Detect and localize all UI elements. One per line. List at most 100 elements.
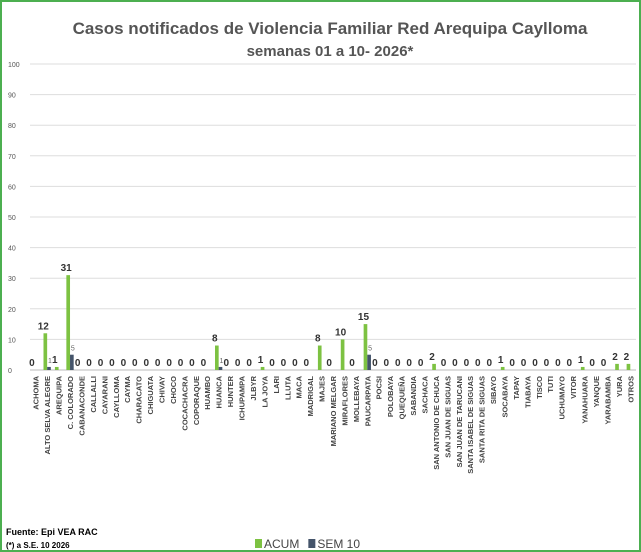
y-tick-label: 100 bbox=[8, 62, 20, 69]
x-tick-label: CHOCO bbox=[169, 376, 178, 404]
x-tick-label: ALTO SELVA ALEGRE bbox=[43, 376, 52, 454]
x-tick-label: VITOR bbox=[569, 375, 578, 398]
legend-swatch bbox=[255, 539, 262, 548]
data-label: 2 bbox=[624, 352, 630, 363]
x-tick-label: UCHUMAYO bbox=[558, 376, 567, 420]
x-tick-label: PAUCARPATA bbox=[363, 375, 372, 426]
data-label: 0 bbox=[201, 358, 207, 369]
y-tick-label: 90 bbox=[8, 93, 16, 100]
data-label: 0 bbox=[326, 358, 332, 369]
x-tick-label: MARIANO MELGAR bbox=[329, 375, 338, 446]
x-tick-label: YARABAMBA bbox=[603, 375, 612, 424]
x-tick-label: ICHUPAMPA bbox=[238, 375, 247, 420]
x-tick-label: SAN JUAN DE SIGUAS bbox=[443, 376, 452, 458]
data-label: 0 bbox=[98, 358, 104, 369]
x-tick-label: CALLALLI bbox=[89, 376, 98, 413]
data-label: 0 bbox=[441, 358, 447, 369]
bar bbox=[615, 363, 619, 370]
x-tick-label: SACHACA bbox=[420, 375, 429, 413]
data-label: 0 bbox=[544, 358, 550, 369]
x-tick-label: MOLLEBAYA bbox=[352, 375, 361, 422]
legend-label: SEM 10 bbox=[317, 537, 360, 551]
y-tick-label: 70 bbox=[8, 154, 16, 161]
data-label: 2 bbox=[429, 352, 435, 363]
x-tick-label: SAN ANTONIO DE CHUCA bbox=[432, 375, 441, 469]
x-tick-label: POCSI bbox=[375, 376, 384, 399]
x-tick-label: YANQUE bbox=[592, 376, 601, 407]
x-tick-label: HUANCA bbox=[215, 375, 224, 408]
x-tick-label: AREQUIPA bbox=[55, 375, 64, 415]
data-label: 0 bbox=[555, 358, 561, 369]
data-label: 0 bbox=[86, 358, 92, 369]
bar bbox=[317, 345, 322, 370]
bar bbox=[340, 339, 345, 370]
bar bbox=[66, 275, 71, 370]
bar bbox=[626, 363, 631, 370]
data-label: 8 bbox=[212, 334, 218, 345]
chart-title: Casos notificados de Violencia Familiar … bbox=[73, 19, 588, 38]
data-label: 0 bbox=[372, 358, 378, 369]
data-label: 0 bbox=[75, 358, 81, 369]
x-tick-label: MADRIGAL bbox=[306, 376, 315, 417]
data-label: 0 bbox=[166, 358, 172, 369]
y-tick-label: 30 bbox=[8, 276, 16, 283]
bar bbox=[43, 333, 48, 370]
data-label: 1 bbox=[578, 355, 584, 366]
y-tick-label: 40 bbox=[8, 246, 16, 253]
data-label: 0 bbox=[121, 358, 127, 369]
data-label: 0 bbox=[418, 358, 424, 369]
x-tick-label: CAYLLOMA bbox=[112, 375, 121, 417]
x-tick-label: COPORAQUE bbox=[192, 376, 201, 425]
chart-subtitle: semanas 01 a 10- 2026* bbox=[247, 43, 414, 60]
x-tick-label: OTROS bbox=[626, 376, 635, 403]
x-tick-label: CAYARANI bbox=[100, 376, 109, 414]
x-tick-label: CHIGUATA bbox=[146, 375, 155, 414]
data-label: 0 bbox=[29, 358, 35, 369]
data-label: 10 bbox=[335, 327, 347, 338]
data-label: 0 bbox=[395, 358, 401, 369]
x-tick-label: MIRAFLORES bbox=[340, 376, 349, 426]
data-label: 0 bbox=[521, 358, 527, 369]
data-label: 0 bbox=[155, 358, 161, 369]
bar bbox=[47, 366, 51, 370]
data-label: 0 bbox=[109, 358, 115, 369]
data-label: 0 bbox=[178, 358, 184, 369]
y-tick-label: 0 bbox=[8, 368, 12, 375]
data-label: 1 bbox=[220, 358, 224, 365]
bar bbox=[580, 366, 585, 370]
data-label: 0 bbox=[384, 358, 390, 369]
data-label: 0 bbox=[246, 358, 252, 369]
x-tick-label: CAYMA bbox=[123, 375, 132, 402]
bar bbox=[367, 354, 371, 370]
data-label: 0 bbox=[281, 358, 287, 369]
bar bbox=[500, 366, 505, 370]
x-tick-label: SABANDIA bbox=[409, 375, 418, 415]
note: (*) a S.E. 10 2026 bbox=[6, 541, 70, 550]
data-label: 12 bbox=[38, 321, 50, 332]
x-tick-label: SIBAYO bbox=[489, 376, 498, 404]
x-tick-label: TISCO bbox=[535, 376, 544, 399]
x-tick-label: SANTA RITA DE SIGUAS bbox=[478, 376, 487, 463]
bar bbox=[215, 345, 219, 370]
x-tick-label: LARI bbox=[272, 376, 281, 394]
data-label: 0 bbox=[406, 358, 412, 369]
x-tick-label: TIABAYA bbox=[523, 375, 532, 408]
x-tick-label: HUNTER bbox=[226, 375, 235, 407]
data-label: 2 bbox=[612, 352, 618, 363]
data-label: 0 bbox=[304, 358, 310, 369]
legend-swatch bbox=[308, 539, 316, 548]
data-label: 1 bbox=[52, 355, 58, 366]
data-label: 0 bbox=[601, 358, 607, 369]
x-tick-label: MACA bbox=[295, 375, 304, 398]
data-label: 0 bbox=[589, 358, 595, 369]
x-tick-label: TUTI bbox=[546, 376, 555, 393]
data-label: 0 bbox=[269, 358, 275, 369]
bar bbox=[70, 354, 74, 370]
x-tick-label: SOCABAYA bbox=[501, 375, 510, 417]
data-label: 5 bbox=[71, 346, 75, 353]
x-tick-label: COCACHACRA bbox=[180, 375, 189, 430]
data-label: 0 bbox=[235, 358, 241, 369]
y-tick-label: 20 bbox=[8, 307, 16, 314]
